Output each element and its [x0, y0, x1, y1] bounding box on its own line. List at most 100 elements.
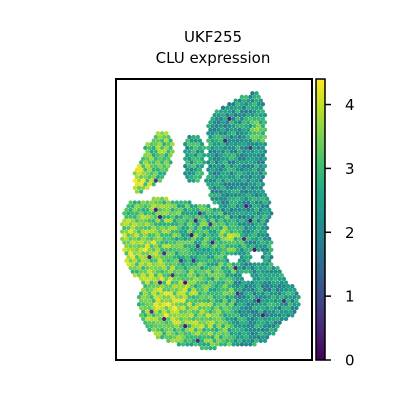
expression-spot — [187, 229, 192, 234]
expression-spot — [210, 313, 215, 318]
expression-spot — [138, 276, 144, 282]
expression-spot — [235, 240, 240, 245]
expression-spot — [136, 258, 142, 263]
expression-spot — [206, 284, 211, 289]
expression-spot — [252, 145, 257, 151]
expression-spot — [227, 109, 232, 114]
expression-spot — [147, 276, 152, 282]
expression-spot — [176, 276, 182, 282]
expression-spot — [191, 214, 196, 220]
expression-spot — [159, 284, 165, 289]
expression-spot — [191, 244, 196, 249]
expression-spot — [250, 280, 255, 285]
expression-spot — [235, 109, 240, 114]
expression-spot — [227, 116, 232, 121]
expression-spot — [174, 309, 179, 314]
expression-spot — [241, 127, 247, 132]
expression-spot — [166, 251, 171, 256]
expression-spot — [254, 331, 259, 336]
expression-spot — [149, 258, 154, 263]
expression-spot — [193, 247, 198, 252]
expression-spot — [248, 269, 253, 274]
expression-spot — [199, 280, 205, 285]
expression-spot — [260, 131, 266, 136]
expression-spot — [283, 302, 289, 307]
expression-spot — [199, 163, 205, 169]
expression-spot — [235, 153, 240, 158]
expression-spot — [201, 284, 207, 289]
expression-spot — [172, 327, 177, 333]
expression-spot — [233, 331, 238, 336]
expression-spot — [235, 196, 240, 201]
expression-spot — [256, 116, 261, 121]
expression-spot — [166, 229, 171, 234]
expression-spot — [222, 284, 228, 289]
expression-spot — [231, 276, 236, 282]
expression-spot — [180, 262, 186, 267]
expression-spot — [153, 258, 158, 263]
expression-spot — [277, 284, 282, 289]
expression-spot — [222, 298, 228, 303]
expression-spot — [208, 251, 213, 256]
expression-spot — [134, 203, 140, 209]
expression-spot — [195, 171, 200, 176]
expression-spot — [262, 171, 268, 176]
expression-spot — [260, 167, 266, 172]
expression-spot — [193, 298, 198, 303]
expression-spot — [260, 335, 266, 340]
expression-spot — [237, 265, 242, 271]
expression-spot — [199, 236, 205, 242]
expression-spot — [195, 222, 200, 227]
expression-spot — [191, 273, 196, 278]
expression-spot — [212, 222, 217, 227]
expression-spot — [164, 320, 169, 325]
expression-spot — [288, 309, 293, 314]
expression-spot — [254, 316, 259, 322]
expression-spot — [216, 149, 221, 154]
expression-spot — [191, 222, 196, 227]
expression-spot — [147, 145, 152, 151]
expression-spot — [246, 120, 251, 125]
expression-spot — [225, 280, 230, 285]
expression-spot — [157, 273, 163, 278]
expression-spot — [191, 251, 196, 256]
expression-spot — [216, 251, 221, 256]
expression-spot — [237, 193, 242, 198]
expression-spot — [262, 258, 268, 263]
expression-spot — [227, 189, 232, 194]
expression-spot — [212, 149, 217, 154]
expression-spot — [241, 294, 247, 300]
expression-spot — [243, 189, 249, 194]
expression-spot — [138, 167, 144, 172]
expression-spot — [132, 265, 137, 271]
expression-spot — [267, 331, 272, 336]
expression-spot — [231, 109, 236, 114]
expression-spot — [269, 276, 274, 282]
expression-spot — [273, 320, 278, 325]
expression-spot — [204, 302, 209, 307]
expression-spot — [258, 193, 263, 198]
expression-spot — [143, 218, 148, 223]
expression-spot — [241, 112, 247, 118]
expression-spot — [243, 262, 249, 267]
expression-spot — [185, 320, 190, 325]
expression-spot — [164, 240, 169, 245]
expression-spot — [218, 211, 224, 216]
expression-spot — [246, 149, 251, 154]
expression-spot — [201, 153, 207, 158]
expression-spot — [151, 284, 156, 289]
expression-spot — [206, 247, 211, 252]
expression-spot — [122, 225, 127, 231]
expression-spot — [279, 294, 284, 300]
expression-spot — [237, 214, 242, 220]
chart-title: UKF255 — [184, 28, 242, 46]
expression-spot — [281, 298, 287, 303]
expression-spot — [233, 98, 238, 103]
expression-spot — [155, 240, 161, 245]
expression-spot — [136, 214, 142, 220]
expression-spot — [231, 305, 236, 311]
expression-spot — [157, 294, 163, 300]
expression-spot — [246, 331, 251, 336]
expression-spot — [229, 280, 234, 285]
expression-spot — [256, 203, 261, 209]
